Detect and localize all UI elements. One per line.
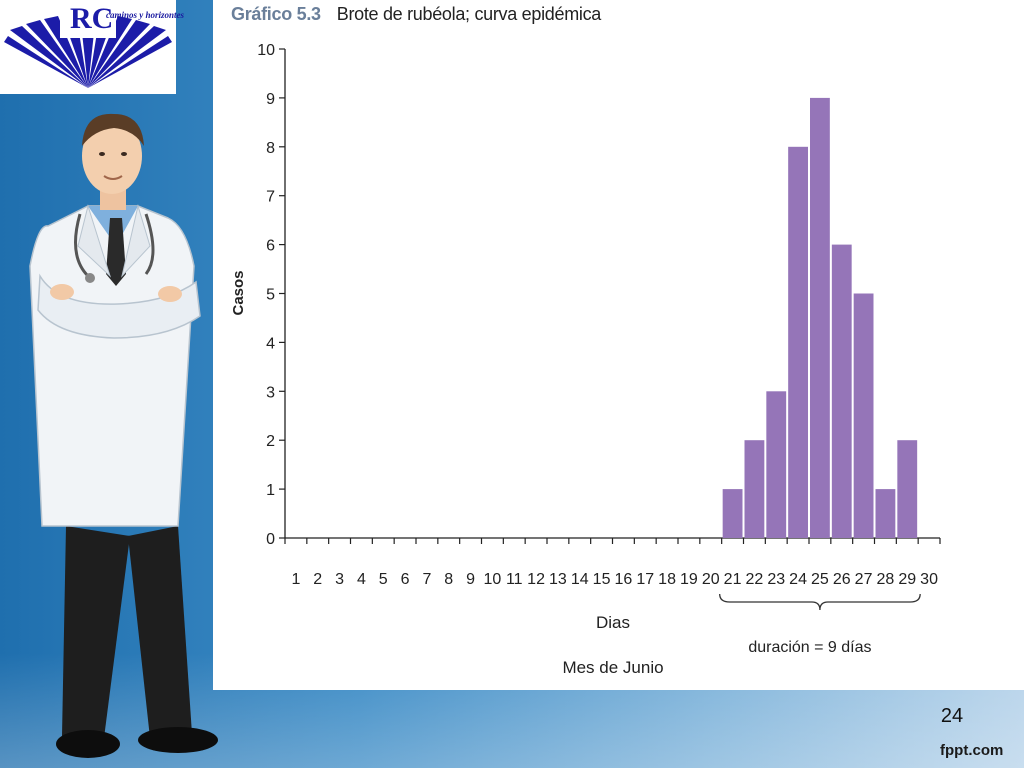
chart-title-text: Brote de rubéola; curva epidémica bbox=[336, 4, 602, 24]
x-tick-label: 21 bbox=[724, 571, 742, 588]
bar bbox=[788, 146, 808, 539]
chart-panel: Gráfico 5.3 Brote de rubéola; curva epidé… bbox=[213, 0, 1024, 690]
bar bbox=[722, 489, 743, 538]
bar bbox=[831, 244, 852, 538]
x-tick-label: 3 bbox=[335, 571, 344, 588]
doctor-illustration bbox=[29, 113, 218, 758]
logo-text: caminos y horizontes bbox=[106, 10, 185, 20]
x-axis-label: Dias bbox=[596, 613, 630, 632]
bar bbox=[853, 293, 874, 538]
x-tick-label: 20 bbox=[702, 571, 720, 588]
y-tick-label: 5 bbox=[266, 287, 275, 304]
y-tick-label: 1 bbox=[266, 482, 275, 499]
y-axis: 0 1 2 3 4 5 6 7 8 9 10 bbox=[257, 42, 286, 548]
x-tick-label: 25 bbox=[811, 571, 829, 588]
y-axis-label: Casos bbox=[230, 270, 247, 315]
bar bbox=[875, 489, 896, 538]
logo-sunburst-icon: RC bbox=[4, 2, 172, 88]
bar bbox=[766, 391, 787, 538]
x-tick-label: 28 bbox=[877, 571, 895, 588]
x-tick-label: 19 bbox=[680, 571, 698, 588]
x-tick-label: 26 bbox=[833, 571, 851, 588]
y-tick-label: 10 bbox=[257, 42, 275, 59]
x-tick-label: 27 bbox=[855, 571, 873, 588]
x-tick-label: 29 bbox=[898, 571, 916, 588]
chart-title: Gráfico 5.3 Brote de rubéola; curva epidé… bbox=[231, 4, 601, 25]
x-tick-label: 11 bbox=[506, 571, 523, 588]
x-tick-label: 30 bbox=[920, 571, 938, 588]
duration-brace bbox=[719, 593, 921, 611]
x-tick-label: 6 bbox=[401, 571, 410, 588]
x-tick-label: 14 bbox=[571, 571, 589, 588]
duration-annotation: duración = 9 días bbox=[748, 639, 871, 656]
bar bbox=[897, 440, 918, 538]
bars bbox=[722, 97, 918, 539]
x-tick-label: 24 bbox=[789, 571, 807, 588]
footer-brand: fppt.com bbox=[940, 742, 1004, 759]
x-tick-label: 22 bbox=[746, 571, 764, 588]
bar bbox=[810, 97, 830, 539]
svg-text:RC: RC bbox=[70, 2, 113, 35]
x-tick-label: 7 bbox=[422, 571, 431, 588]
x-tick-label: 17 bbox=[636, 571, 654, 588]
y-tick-label: 9 bbox=[266, 91, 275, 108]
x-tick-label: 4 bbox=[357, 571, 366, 588]
y-tick-label: 8 bbox=[266, 140, 275, 157]
x-tick-label: 15 bbox=[593, 571, 611, 588]
x-tick-label: 23 bbox=[767, 571, 785, 588]
y-tick-label: 2 bbox=[266, 433, 275, 450]
x-tick-label: 1 bbox=[291, 571, 300, 588]
x-axis-secondary-label: Mes de Junio bbox=[562, 658, 663, 677]
y-tick-label: 4 bbox=[266, 335, 275, 352]
slide-number: 24 bbox=[940, 705, 964, 727]
x-tick-label: 10 bbox=[484, 571, 502, 588]
x-tick-label: 13 bbox=[549, 571, 567, 588]
x-tick-label: 18 bbox=[658, 571, 676, 588]
bar bbox=[744, 440, 765, 538]
y-tick-label: 7 bbox=[266, 189, 275, 206]
y-tick-label: 3 bbox=[266, 384, 275, 401]
x-tick-label: 8 bbox=[444, 571, 453, 588]
chart-title-number: Gráfico 5.3 bbox=[231, 4, 321, 24]
y-tick-label: 6 bbox=[266, 238, 275, 255]
x-tick-label: 9 bbox=[466, 571, 475, 588]
x-tick-label: 2 bbox=[313, 571, 322, 588]
y-tick-label: 0 bbox=[266, 531, 275, 548]
x-tick-label: 5 bbox=[379, 571, 388, 588]
x-axis: 1 2 3 4 5 6 7 8 9 10 11 12 13 14 15 16 17 18 19 20 21 22 23 24 2… bbox=[284, 537, 941, 588]
x-tick-label: 12 bbox=[527, 571, 545, 588]
logo: RC caminos y horizontes bbox=[0, 0, 184, 94]
x-tick-label: 16 bbox=[615, 571, 633, 588]
